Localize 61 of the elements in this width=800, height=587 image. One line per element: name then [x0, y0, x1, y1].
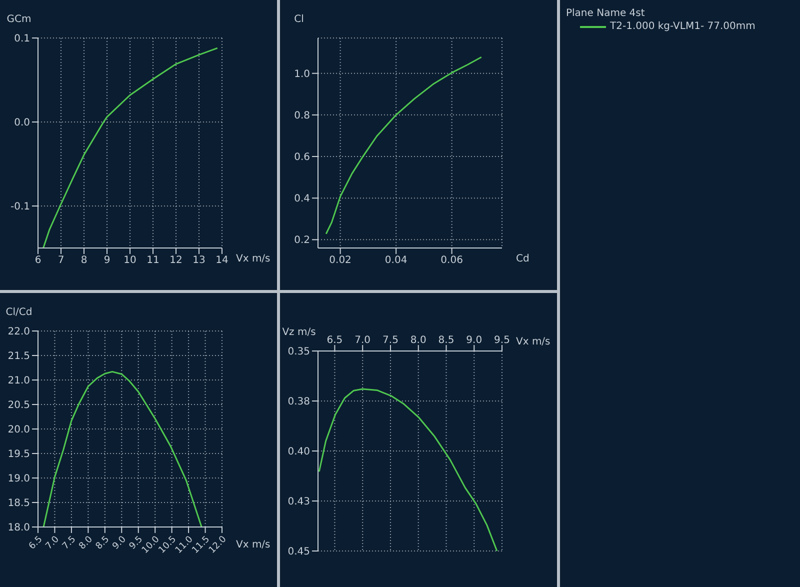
y-tick-label: 0.38 — [288, 396, 310, 408]
y-tick-label: 18.5 — [8, 498, 30, 510]
x-tick-label: 9.5 — [494, 335, 510, 346]
y-tick-label: 0.8 — [294, 110, 310, 122]
y-tick-label: 0.1 — [14, 34, 30, 45]
x-tick-label: 7.0 — [354, 335, 371, 346]
line-series — [325, 56, 482, 235]
y-tick-label: 20.0 — [8, 424, 30, 436]
y-axis-title: GCm — [6, 14, 32, 25]
y-tick-label: 0.40 — [288, 446, 310, 458]
x-tick-label: 8 — [80, 255, 88, 266]
y-tick-label: 0.43 — [288, 496, 310, 508]
x-tick-label: 0.06 — [440, 255, 463, 266]
x-tick-label: 8.5 — [94, 534, 112, 552]
x-tick-label: 11 — [146, 255, 160, 266]
x-tick-label: 6.5 — [27, 534, 45, 552]
y-tick-label: 0.6 — [294, 152, 310, 164]
line-series — [318, 388, 498, 551]
x-tick-label: 8.5 — [438, 335, 454, 346]
x-tick-label: 0.04 — [384, 255, 408, 266]
y-tick-label: 19.0 — [8, 474, 30, 485]
x-tick-label: 7 — [58, 255, 64, 266]
x-tick-label: 14 — [216, 255, 228, 266]
x-tick-label: 8.0 — [410, 335, 426, 346]
x-tick-label: 6.5 — [326, 335, 343, 346]
y-tick-label: -0.1 — [10, 202, 30, 213]
legend-title: Plane Name 4st — [566, 8, 646, 19]
x-tick-label: 9.0 — [466, 335, 482, 346]
x-axis-title: Vx m/s — [236, 254, 270, 265]
x-tick-label: 7.5 — [60, 534, 78, 552]
y-tick-label: 21.5 — [8, 351, 30, 362]
y-tick-label: 18.0 — [8, 522, 30, 534]
line-series — [42, 370, 202, 527]
y-tick-label: 0.0 — [14, 118, 30, 129]
y-tick-label: 20.5 — [8, 400, 30, 412]
legend-label: T2-1.000 kg-VLM1- 77.00mm — [610, 21, 756, 32]
x-tick-label: 12 — [170, 255, 182, 266]
x-tick-label: 9.0 — [111, 534, 128, 552]
y-tick-label: 0.2 — [294, 235, 310, 246]
x-axis-title: Vx m/s — [236, 540, 270, 551]
x-tick-label: 0.02 — [329, 255, 352, 266]
y-axis-title: Vz m/s — [282, 327, 316, 338]
line-series — [42, 47, 218, 248]
y-tick-label: 1.0 — [294, 68, 310, 80]
y-tick-label: 0.4 — [294, 194, 310, 205]
x-tick-label: 7.0 — [44, 534, 62, 552]
x-axis-title: Cd — [516, 254, 530, 265]
y-axis-title: Cl/Cd — [6, 307, 32, 318]
y-tick-label: 0.35 — [288, 346, 310, 358]
y-axis-title: Cl — [294, 14, 304, 25]
x-tick-label: 7.5 — [382, 335, 398, 346]
x-axis-title: Vx m/s — [516, 336, 550, 348]
x-tick-label: 6 — [34, 255, 42, 266]
y-tick-label: 0.45 — [288, 546, 310, 558]
x-tick-label: 9 — [104, 255, 110, 266]
x-tick-label: 13 — [192, 255, 206, 266]
y-tick-label: 21.0 — [8, 376, 30, 387]
y-tick-label: 19.5 — [8, 449, 30, 460]
x-tick-label: 8.0 — [78, 534, 96, 552]
y-tick-label: 22.0 — [8, 326, 30, 338]
x-tick-label: 10 — [124, 255, 136, 266]
